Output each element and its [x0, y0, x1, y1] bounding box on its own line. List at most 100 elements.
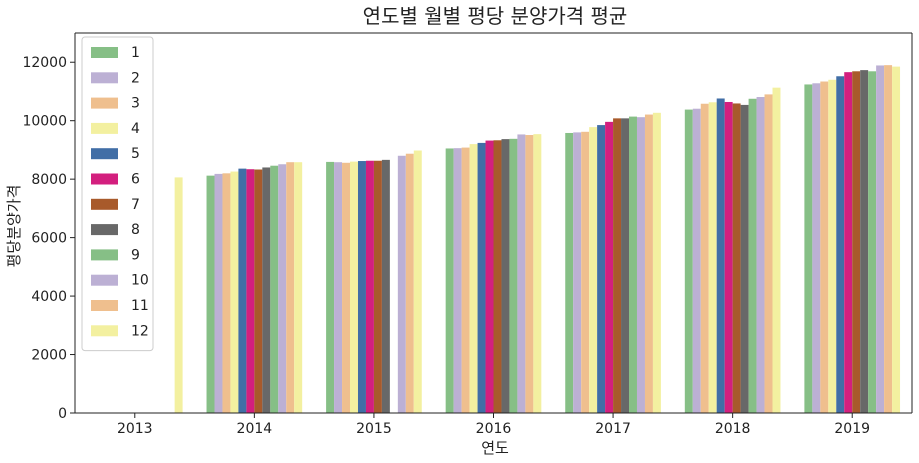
x-tick-label: 2019 [834, 421, 870, 437]
y-tick-label: 6000 [31, 231, 67, 247]
bar-2017-month-1 [565, 132, 574, 413]
bar-2018-month-11 [764, 94, 773, 413]
bar-2015-month-7 [373, 160, 382, 413]
bar-2014-month-3 [222, 173, 231, 413]
bar-2016-month-5 [477, 142, 486, 413]
x-tick-label: 2016 [476, 421, 512, 437]
bar-2016-month-12 [533, 134, 542, 413]
bar-2019-month-10 [876, 65, 885, 413]
bar-2014-month-2 [214, 173, 223, 413]
legend-label-8: 8 [131, 222, 140, 238]
bar-2018-month-8 [740, 104, 749, 413]
bar-2016-month-1 [445, 148, 454, 413]
x-tick-label: 2018 [715, 421, 751, 437]
y-tick-label: 4000 [31, 289, 67, 305]
legend-swatch-12 [91, 325, 118, 337]
legend-label-1: 1 [131, 45, 140, 61]
bar-2019-month-2 [812, 83, 821, 413]
bar-2019-month-12 [892, 66, 901, 414]
chart-title: 연도별 월별 평당 분양가격 평균 [363, 4, 628, 28]
bar-2013-month-12 [174, 177, 183, 413]
y-tick-label: 8000 [31, 172, 67, 188]
bar-2017-month-11 [644, 114, 653, 414]
bar-2014-month-7 [254, 169, 263, 413]
bar-2019-month-6 [844, 72, 853, 414]
bar-2019-month-11 [884, 65, 893, 414]
bar-2016-month-6 [485, 140, 494, 413]
bar-2018-month-5 [716, 98, 725, 413]
bar-2018-month-1 [684, 109, 693, 413]
bar-2018-month-2 [692, 108, 701, 414]
legend-swatch-3 [91, 97, 118, 109]
bar-2017-month-5 [597, 125, 606, 413]
bar-2015-month-2 [334, 162, 343, 413]
bar-2017-month-9 [629, 116, 637, 413]
bar-2017-month-8 [621, 118, 630, 413]
bar-2019-month-1 [804, 84, 813, 413]
x-tick-label: 2017 [595, 421, 631, 437]
legend-label-9: 9 [131, 247, 140, 263]
bar-2016-month-11 [525, 135, 534, 413]
bar-2015-month-11 [405, 153, 414, 413]
bar-2017-month-10 [636, 117, 645, 414]
x-tick-label: 2013 [117, 421, 153, 437]
legend-label-11: 11 [131, 298, 149, 314]
bar-2019-month-9 [868, 71, 877, 413]
legend-box [81, 36, 154, 352]
x-axis-label: 연도 [481, 439, 509, 457]
bar-2014-month-10 [278, 164, 287, 413]
bar-2019-month-4 [828, 79, 837, 414]
bar-2016-month-3 [461, 147, 470, 413]
bar-2018-month-12 [772, 87, 781, 413]
bar-2018-month-4 [708, 102, 717, 413]
legend-swatch-10 [91, 274, 118, 286]
bar-2015-month-3 [342, 162, 351, 413]
bar-2016-month-9 [509, 138, 518, 413]
legend-label-7: 7 [131, 197, 140, 213]
legend-swatch-4 [91, 122, 118, 134]
bar-2017-month-12 [652, 112, 661, 414]
bar-2015-month-12 [413, 150, 422, 413]
legend-label-10: 10 [131, 273, 149, 289]
legend-swatch-9 [91, 249, 118, 261]
bar-2015-month-5 [357, 161, 366, 413]
bar-2017-month-6 [605, 121, 614, 414]
bar-2014-month-5 [238, 168, 247, 413]
bar-2019-month-7 [852, 71, 861, 413]
bar-2017-month-7 [613, 118, 622, 413]
bar-2014-month-4 [230, 171, 239, 413]
bar-2018-month-6 [724, 101, 733, 413]
bar-2015-month-4 [350, 161, 358, 413]
bar-2017-month-4 [589, 127, 598, 414]
y-tick-label: 10000 [22, 114, 67, 130]
bar-2017-month-2 [573, 132, 582, 413]
y-axis-label: 평당분양가격 [5, 185, 23, 268]
bar-2016-month-4 [469, 144, 478, 413]
x-tick-label: 2014 [237, 421, 273, 437]
bar-2018-month-3 [700, 103, 709, 414]
bar-2016-month-7 [493, 140, 502, 413]
bar-2014-month-9 [270, 165, 279, 413]
bar-2017-month-3 [581, 131, 590, 414]
legend-swatch-7 [91, 198, 118, 210]
legend-label-4: 4 [131, 121, 140, 137]
legend-label-2: 2 [131, 70, 140, 86]
bar-2015-month-10 [397, 155, 406, 413]
legend-label-12: 12 [131, 323, 149, 339]
bar-2016-month-2 [453, 148, 462, 414]
bar-2016-month-10 [517, 134, 526, 413]
bar-2018-month-10 [756, 97, 765, 414]
bar-2019-month-3 [820, 81, 829, 414]
bar-2014-month-12 [294, 162, 303, 413]
legend-swatch-11 [91, 300, 118, 311]
y-tick-label: 0 [58, 406, 67, 422]
bar-2015-month-6 [365, 160, 374, 413]
legend-swatch-5 [91, 148, 118, 160]
bar-2014-month-11 [286, 162, 295, 413]
bar-2014-month-6 [246, 169, 255, 413]
bar-2014-month-8 [262, 167, 271, 413]
bar-2018-month-9 [748, 98, 757, 414]
